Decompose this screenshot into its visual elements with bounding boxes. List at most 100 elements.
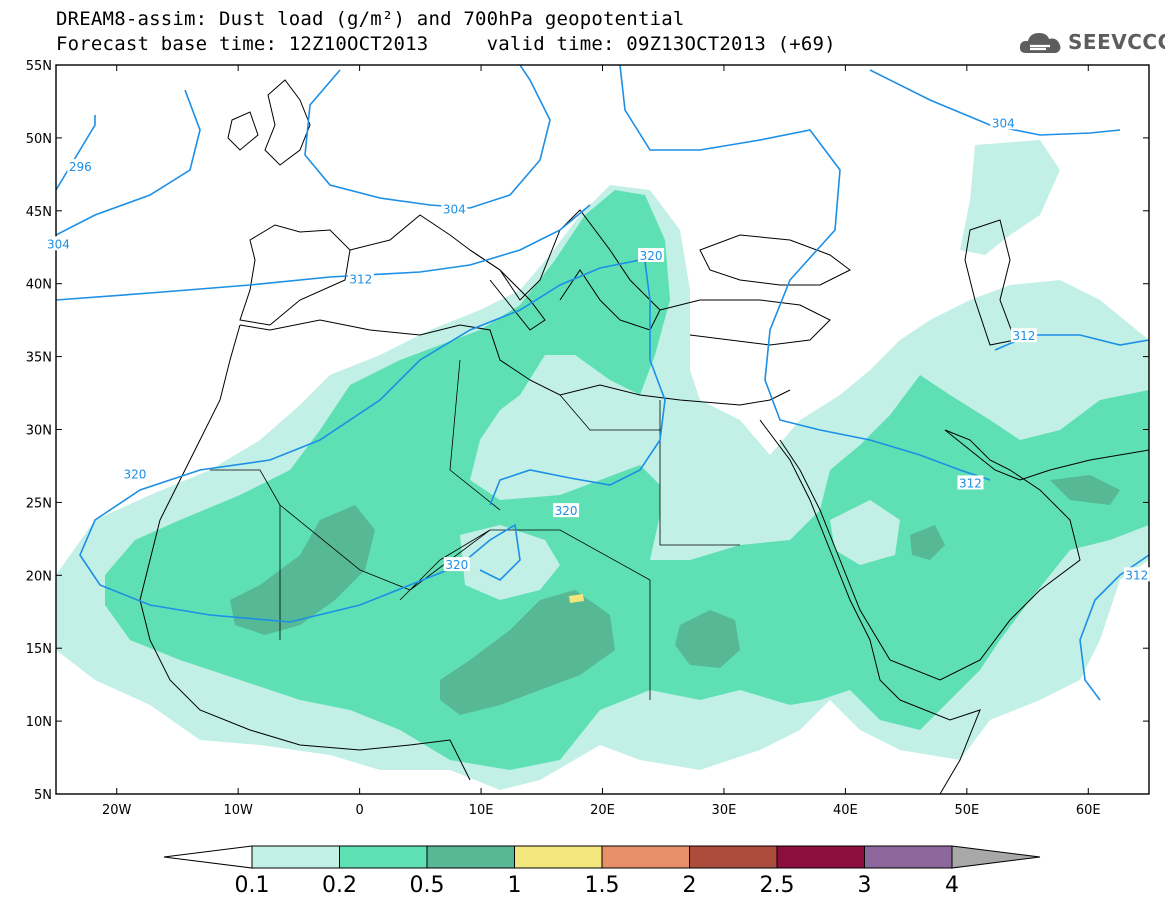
- dust-shading: [56, 140, 1149, 790]
- contour-320-loop: [489, 261, 666, 506]
- colorbar-level-label: 1: [508, 873, 522, 898]
- lat-label: 40N: [26, 278, 52, 293]
- contour-label-bg: [957, 475, 984, 490]
- turkey-coast: [659, 299, 831, 346]
- contour-label-bg: [1010, 328, 1037, 343]
- dust-region-light-east: [960, 140, 1060, 255]
- contour-label: 312: [1125, 568, 1148, 582]
- arabia-coast: [779, 429, 1081, 681]
- colorbar-level-label: 2.5: [760, 873, 795, 898]
- colorbar-segment: [776, 845, 865, 869]
- contour-label-layer: 296 304 304 304 312 312 312 312 320 320 320 320: [45, 115, 1150, 582]
- contour-label-bg: [121, 466, 148, 481]
- dust-region-heavy-sudan: [675, 610, 740, 668]
- dust-hole-libya: [535, 395, 620, 470]
- colorbar: 0.1 0.2 0.5 1 1.5 2 2.5 3 4: [163, 845, 1041, 898]
- forecast-time-line: Forecast base time: 12Z10OCT2013 valid t…: [56, 33, 836, 55]
- colorbar-segment: [689, 845, 778, 869]
- black-sea-coast: [699, 234, 851, 286]
- colorbar-level-label: 2: [683, 873, 697, 898]
- contour-320: [79, 259, 641, 623]
- ireland-coast: [227, 111, 259, 151]
- latitude-axis: 55N 50N 45N 40N 35N 30N 25N 20N 15N 10N 5N: [26, 59, 1149, 803]
- coastlines: [139, 79, 1149, 794]
- contour-label-bg: [347, 271, 374, 286]
- contour-312: [56, 204, 591, 301]
- lon-label: 50E: [954, 803, 979, 818]
- colorbar-over-triangle: [951, 845, 1041, 869]
- contour-label: 320: [555, 504, 578, 518]
- lon-label: 30E: [712, 803, 737, 818]
- borders-sahara: [210, 359, 740, 700]
- contour-304-east: [619, 65, 991, 481]
- longitude-axis: 20W 10W 0 10E 20E 30E 40E 50E 60E: [102, 65, 1101, 818]
- contour-label: 304: [992, 116, 1015, 130]
- italy-coast: [469, 249, 546, 331]
- persian-gulf-coast: [944, 429, 1149, 481]
- lat-label: 50N: [26, 132, 52, 147]
- dust-region-heavy-gulf: [1050, 475, 1120, 505]
- contour-label-bg: [638, 247, 665, 262]
- contour-label: 304: [443, 202, 466, 216]
- west-africa-coast: [139, 324, 471, 781]
- contour-304-ne: [869, 69, 1121, 136]
- contour-label: 320: [445, 558, 468, 572]
- contour-label-bg: [45, 236, 72, 251]
- lat-label: 30N: [26, 424, 52, 439]
- colorbar-segment: [339, 845, 428, 869]
- north-africa-coast: [239, 319, 791, 406]
- red-sea-coast: [759, 419, 901, 701]
- dust-region-medium: [105, 190, 1149, 770]
- contour-label-bg: [1123, 567, 1150, 582]
- lon-label: 20W: [102, 803, 132, 818]
- lon-label: 0: [355, 803, 363, 818]
- lat-label: 45N: [26, 205, 52, 220]
- lat-label: 25N: [26, 496, 52, 511]
- contour-label-bg: [443, 557, 470, 572]
- contour-label-bg: [990, 115, 1017, 130]
- colorbar-level-label: 1.5: [585, 873, 620, 898]
- colorbar-under-triangle: [163, 845, 253, 869]
- lat-label: 15N: [26, 642, 52, 657]
- contour-label-bg: [67, 159, 94, 174]
- contour-label: 312: [1012, 329, 1035, 343]
- lat-label: 35N: [26, 351, 52, 366]
- dust-region-heavy-chad: [440, 590, 615, 715]
- seevccc-logo: SEEVCCC: [1018, 24, 1165, 60]
- contour-label-bg: [553, 503, 580, 518]
- colorbar-segment: [426, 845, 515, 869]
- cloud-logo-icon: [1019, 33, 1061, 53]
- britain-coast: [264, 79, 311, 166]
- colorbar-segment: [864, 845, 953, 869]
- dust-region-heavy-westafrica: [230, 505, 375, 635]
- contour-label: 296: [69, 160, 92, 174]
- mediterranean-north-coast: [349, 209, 661, 331]
- colorbar-segment: [251, 845, 340, 869]
- dust-region-peak: [569, 594, 584, 603]
- lon-label: 60E: [1076, 803, 1101, 818]
- contour-label: 320: [123, 468, 146, 482]
- lat-label: 10N: [26, 715, 52, 730]
- contour-296b: [56, 89, 201, 236]
- contour-label: 312: [959, 476, 982, 490]
- lat-label: 55N: [26, 59, 52, 74]
- lat-label: 20N: [26, 569, 52, 584]
- colorbar-level-label: 0.2: [322, 873, 357, 898]
- dust-hole-egypt: [665, 425, 745, 520]
- lon-label: 10W: [223, 803, 253, 818]
- logo-text: SEEVCCC: [1068, 30, 1165, 54]
- contour-label: 304: [47, 237, 70, 251]
- contour-label: 312: [349, 272, 372, 286]
- lon-label: 10E: [469, 803, 494, 818]
- colorbar-level-label: 3: [858, 873, 872, 898]
- lon-label: 20E: [590, 803, 615, 818]
- dust-hole-arabia: [830, 500, 900, 565]
- colorbar-level-label: 4: [945, 873, 959, 898]
- contour-label-bg: [441, 201, 468, 216]
- dust-region-heavy-arabia: [910, 525, 945, 560]
- map-title: DREAM8-assim: Dust load (g/m²) and 700hP…: [56, 8, 685, 30]
- colorbar-level-label: 0.5: [410, 873, 445, 898]
- lat-label: 5N: [34, 788, 52, 803]
- colorbar-level-label: 0.1: [235, 873, 270, 898]
- colorbar-segment: [601, 845, 690, 869]
